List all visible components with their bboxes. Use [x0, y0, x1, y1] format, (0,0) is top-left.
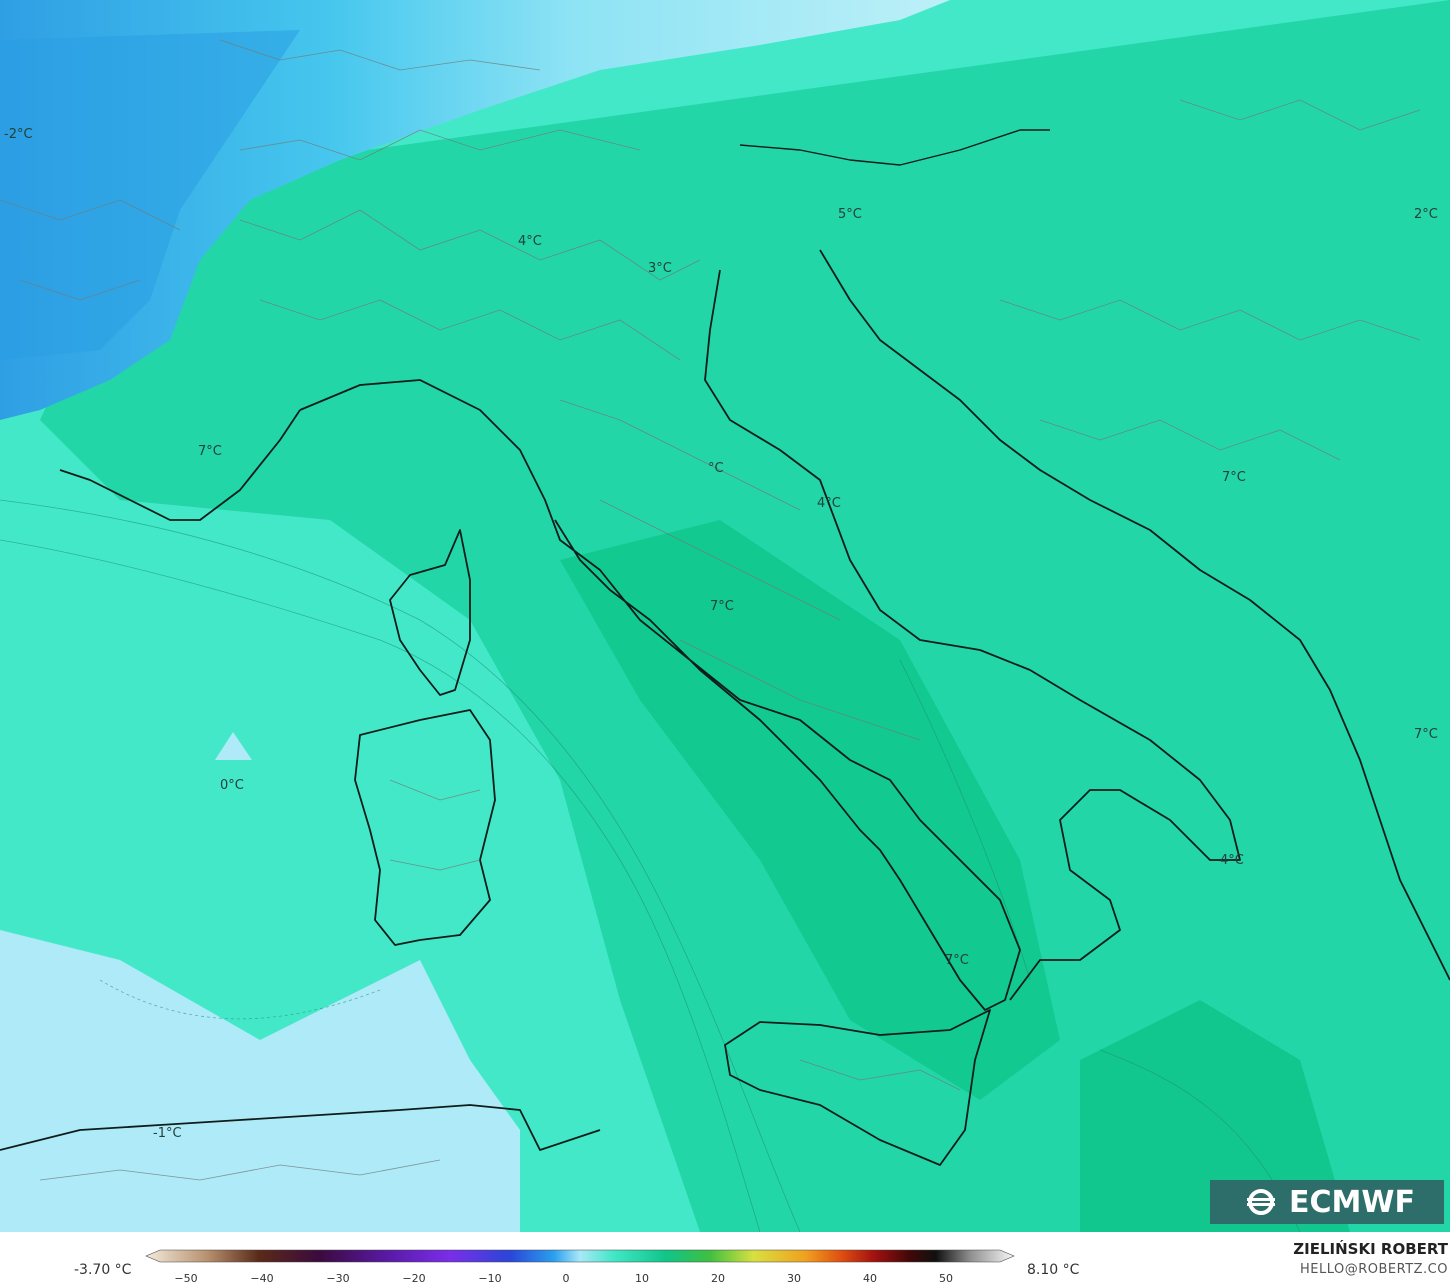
scale-tick-label: 0 [563, 1272, 570, 1285]
warmest-zone [560, 520, 1060, 1100]
iso-label: 4°C [1220, 853, 1244, 868]
iso-label: 4°C [518, 234, 542, 249]
scale-tick-label: 10 [635, 1272, 649, 1285]
scale-tick-label: 20 [711, 1272, 725, 1285]
sicily-outline [724, 1009, 991, 1166]
africa-coast [0, 1104, 601, 1151]
temperature-map: -2°C 4°C 3°C 5°C 2°C 7°C °C 4°C 7°C 7°C … [0, 0, 1450, 1232]
cold-pocket [215, 732, 252, 760]
scale-tick-label: −10 [478, 1272, 501, 1285]
scale-tick-label: 50 [939, 1272, 953, 1285]
author-name: ZIELIŃSKI ROBERT [1293, 1240, 1448, 1258]
scale-max-label: 8.10 °C [1027, 1262, 1080, 1278]
iso-label: -1°C [153, 1126, 182, 1141]
iso-label: 4°C [817, 496, 841, 511]
france-coast [59, 409, 301, 521]
scale-tick-label: −30 [326, 1272, 349, 1285]
italy-outline [299, 379, 1021, 1011]
iso-label: 0°C [220, 778, 244, 793]
scale-tick-label: −40 [250, 1272, 273, 1285]
italy-east-coast [704, 269, 1241, 1001]
iso-label: -2°C [4, 127, 33, 142]
scale-tick-label: 30 [787, 1272, 801, 1285]
iso-label: 3°C [648, 261, 672, 276]
ecmwf-logo-icon [1247, 1189, 1276, 1215]
iso-label: °C [708, 461, 724, 476]
ecmwf-logo: ECMWF [1210, 1180, 1444, 1224]
scale-min-label: -3.70 °C [74, 1262, 132, 1278]
iso-label: 2°C [1414, 207, 1438, 222]
adriatic-croatia-coast [819, 249, 1450, 981]
cold-zone-core [0, 30, 300, 360]
isotherms [0, 499, 1301, 1232]
scale-tick-label: −20 [402, 1272, 425, 1285]
iso-label: 7°C [1222, 470, 1246, 485]
coastlines [0, 129, 1450, 1166]
scale-tick-label: 40 [863, 1272, 877, 1285]
iso-label: 5°C [838, 207, 862, 222]
scale-ticks: −50 −40 −30 −20 −10 0 10 20 30 40 50 [174, 1272, 953, 1285]
corsica-outline [389, 529, 471, 696]
iso-label: 7°C [945, 953, 969, 968]
isotherm-labels: -2°C 4°C 3°C 5°C 2°C 7°C °C 4°C 7°C 7°C … [4, 127, 1438, 1141]
iso-label: 7°C [198, 444, 222, 459]
color-scale-bar: −50 −40 −30 −20 −10 0 10 20 30 40 50 [145, 1249, 1015, 1285]
ecmwf-logo-text: ECMWF [1289, 1184, 1415, 1220]
warm-southeast [1080, 1000, 1350, 1232]
cold-zone-south [0, 930, 520, 1232]
author-email: HELLO@ROBERTZ.CO [1299, 1262, 1448, 1277]
iso-label: 7°C [1414, 727, 1438, 742]
sardinia-outline [354, 709, 496, 946]
admin-borders [0, 39, 1421, 1181]
scale-tick-label: −50 [174, 1272, 197, 1285]
iso-label: 7°C [710, 599, 734, 614]
